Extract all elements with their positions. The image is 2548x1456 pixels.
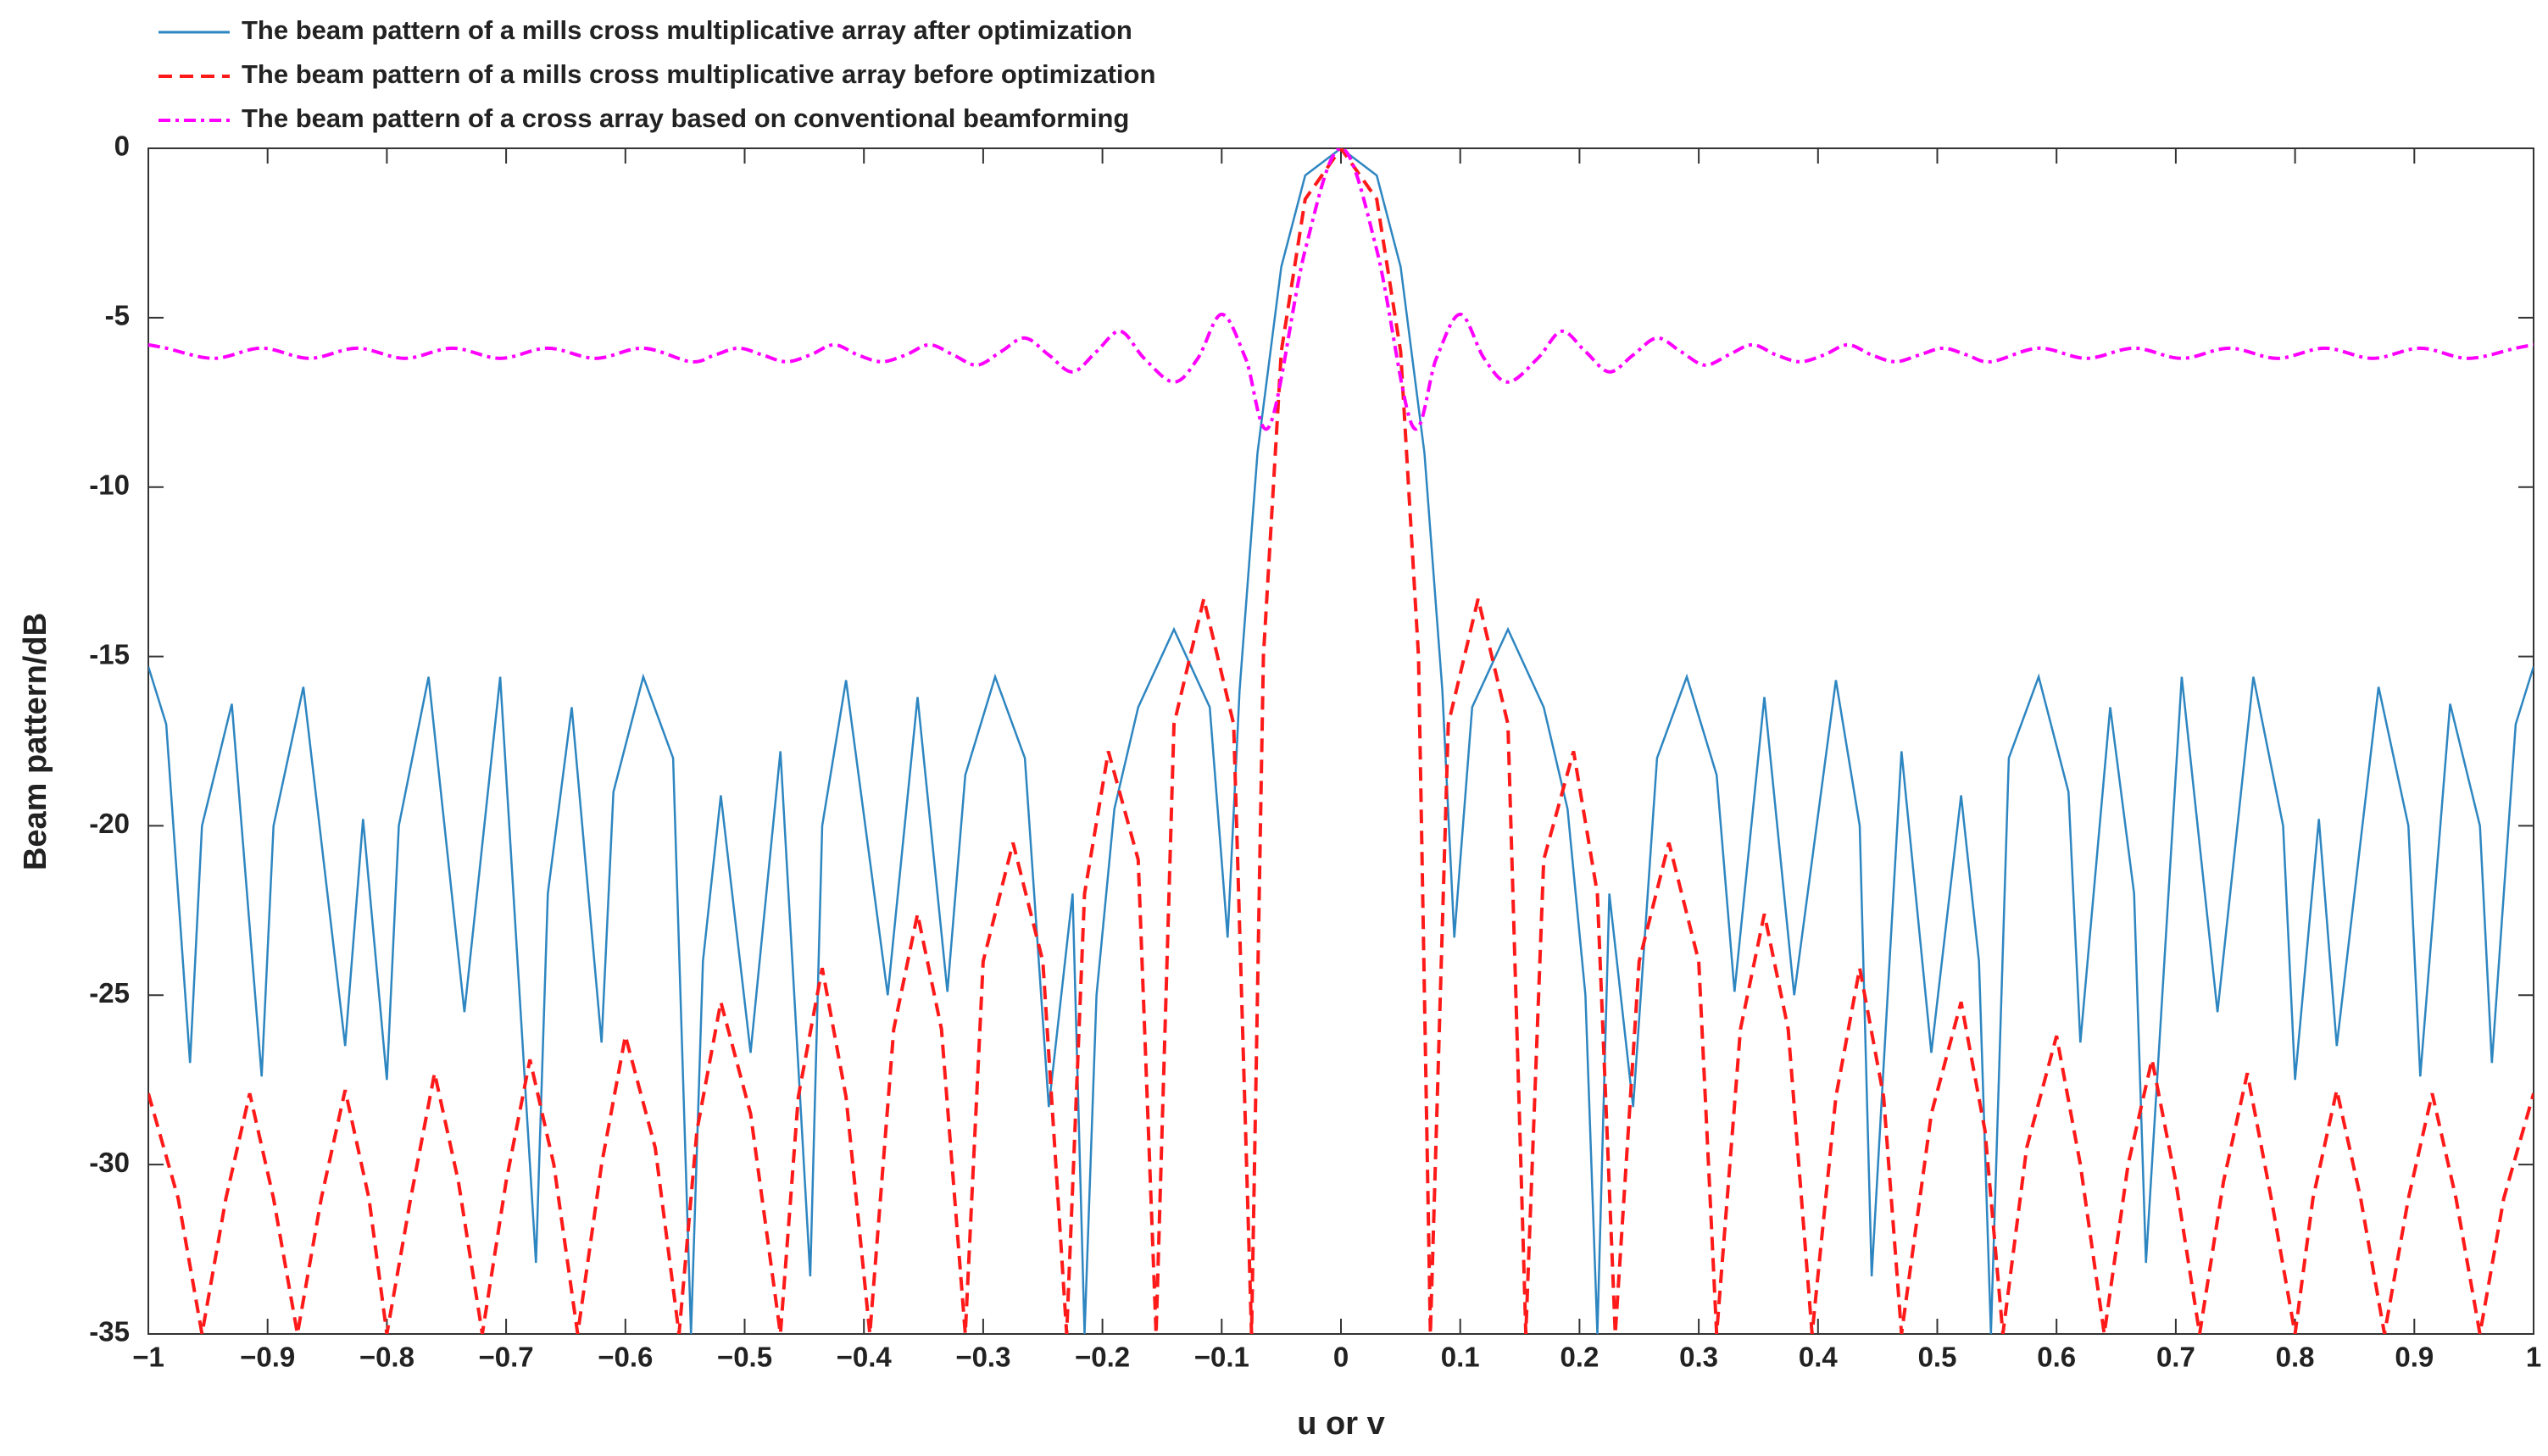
y-tick-label: -10	[89, 469, 130, 500]
y-axis-title: Beam pattern/dB	[18, 613, 53, 870]
x-tick-label: −0.8	[359, 1342, 414, 1373]
plot-frame	[147, 147, 2534, 1335]
x-tick-label: −0.6	[598, 1342, 653, 1373]
legend-label: The beam pattern of a mills cross multip…	[242, 15, 1132, 45]
series-line	[148, 148, 2534, 1334]
y-tick-label: 0	[114, 131, 130, 162]
x-tick-label: 0.6	[2037, 1342, 2076, 1373]
x-tick-label: −1	[132, 1342, 164, 1373]
y-tick-label: -20	[89, 808, 130, 839]
x-tick-label: −0.4	[837, 1342, 893, 1373]
y-tick-label: -15	[89, 638, 130, 670]
x-tick-label: −0.7	[479, 1342, 534, 1373]
series-group	[148, 148, 2534, 1334]
x-tick-label: 0.1	[1441, 1342, 1480, 1373]
x-tick-label: 1	[2526, 1342, 2541, 1373]
x-tick-label: 0.2	[1560, 1342, 1599, 1373]
x-tick-label: 0.7	[2156, 1342, 2195, 1373]
x-tick-label: 0	[1333, 1342, 1349, 1373]
y-tick-label: -25	[89, 977, 130, 1009]
y-tick-label: -30	[89, 1147, 130, 1178]
y-tick-label: -35	[89, 1316, 130, 1348]
series-group	[148, 148, 2534, 431]
x-tick-label: 0.5	[1918, 1342, 1957, 1373]
x-tick-label: 0.3	[1679, 1342, 1718, 1373]
legend-label: The beam pattern of a cross array based …	[242, 103, 1129, 133]
x-axis-title: u or v	[1297, 1406, 1384, 1442]
x-tick-label: −0.5	[717, 1342, 772, 1373]
x-tick-label: −0.1	[1194, 1342, 1249, 1373]
series-line	[148, 148, 2534, 1334]
x-tick-label: 0.9	[2395, 1342, 2434, 1373]
series-line	[148, 148, 2534, 431]
x-tick-label: −0.2	[1075, 1342, 1130, 1373]
x-tick-label: 0.8	[2276, 1342, 2315, 1373]
y-tick-label: -5	[105, 300, 130, 331]
legend-label: The beam pattern of a mills cross multip…	[242, 59, 1155, 89]
series-group	[148, 148, 2534, 1334]
x-tick-label: 0.4	[1799, 1342, 1839, 1373]
x-tick-label: −0.9	[240, 1342, 295, 1373]
x-tick-label: −0.3	[955, 1342, 1010, 1373]
